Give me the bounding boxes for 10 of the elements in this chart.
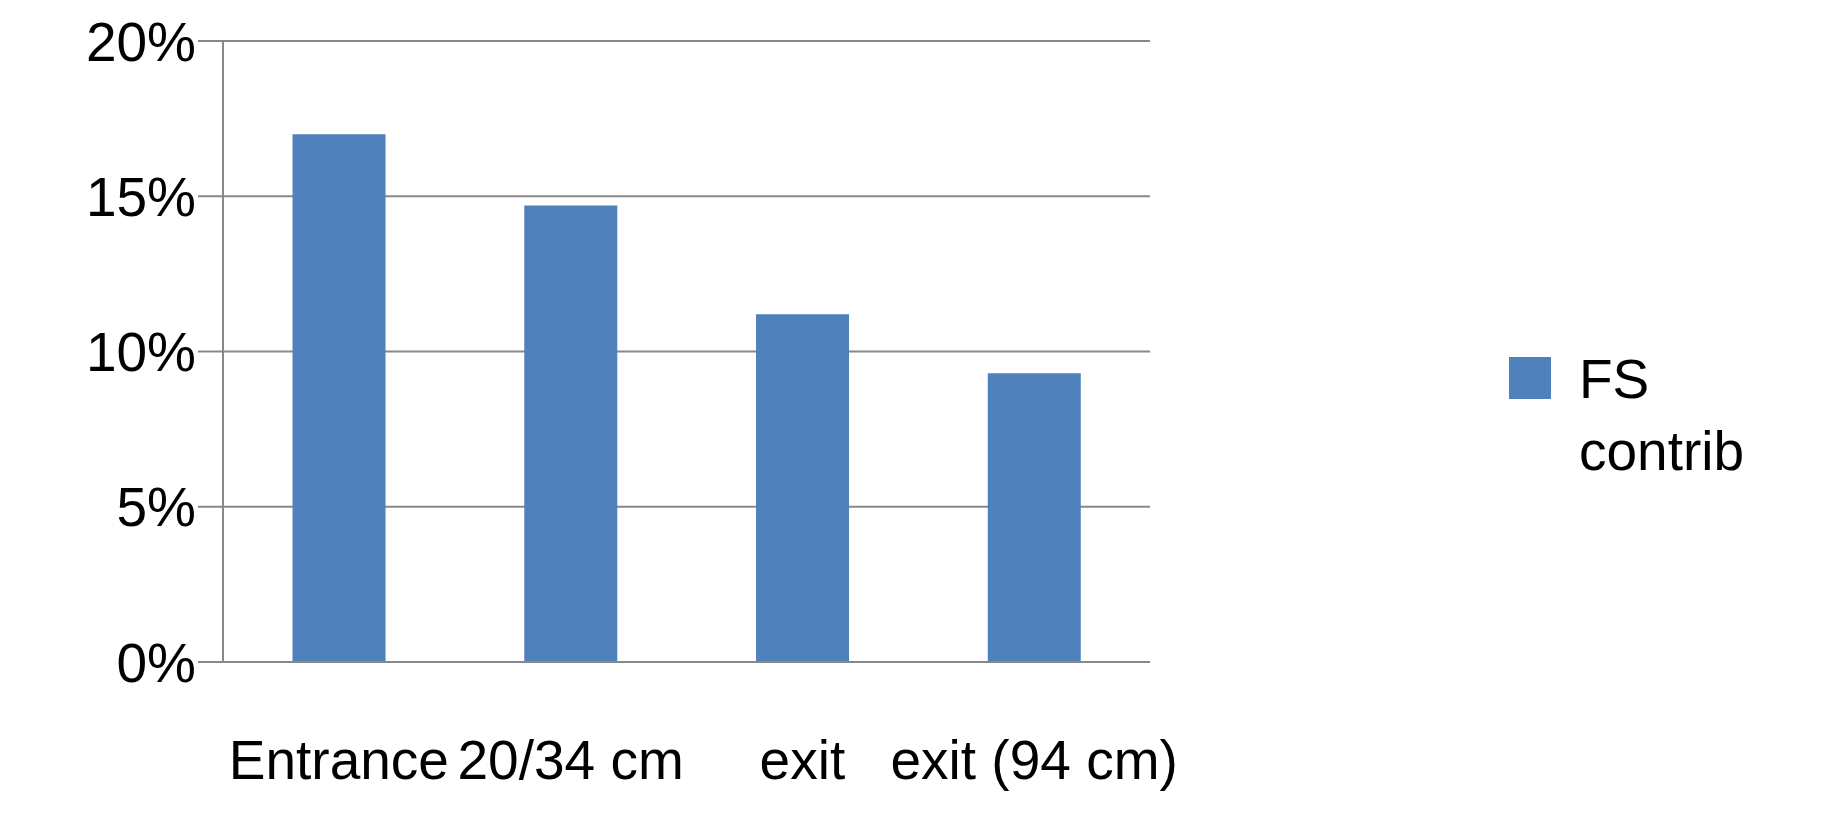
x-tick-label: exit (94 cm) [890,729,1178,792]
y-tick-label: 10% [85,321,196,384]
y-tick-label: 20% [85,10,196,73]
legend-label: FS contrib [1579,347,1746,484]
x-tick-label: Entrance [228,729,449,792]
x-tick-label: 20/34 cm [457,729,684,792]
x-tick-label: exit [759,729,846,792]
y-tick-label: 0% [116,631,196,694]
y-tick-label: 5% [116,476,196,539]
y-tick-label: 15% [85,165,196,228]
